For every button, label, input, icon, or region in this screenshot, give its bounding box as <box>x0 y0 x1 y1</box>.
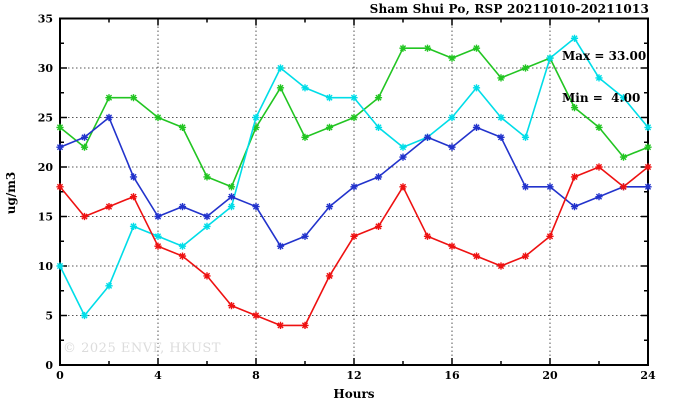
y-tick-label: 20 <box>38 161 54 174</box>
series-red-markers <box>56 163 652 329</box>
x-tick-label: 4 <box>154 369 162 382</box>
min-value-label: Min = 4.00 <box>562 91 641 105</box>
series-blue-markers <box>56 113 652 250</box>
x-tick-label: 0 <box>56 369 64 382</box>
y-tick-label: 10 <box>38 260 54 273</box>
x-tick-label: 16 <box>444 369 460 382</box>
max-value-label: Max = 33.00 <box>562 49 647 63</box>
y-tick-label: 5 <box>45 310 53 323</box>
x-tick-label: 24 <box>640 369 656 382</box>
series-cyan-markers <box>56 34 652 320</box>
y-tick-label: 30 <box>38 62 54 75</box>
series-green-markers <box>56 44 652 191</box>
max-min-annotation: Max = 33.00 Min = 4.00 <box>562 21 646 133</box>
y-tick-label: 25 <box>38 112 53 125</box>
chart-title: Sham Shui Po, RSP 20211010-20211013 <box>369 2 649 16</box>
x-tick-label: 20 <box>542 369 558 382</box>
watermark: © 2025 ENVF, HKUST <box>63 341 221 356</box>
x-axis-label: Hours <box>333 387 375 401</box>
y-tick-label: 35 <box>38 13 53 26</box>
y-tick-label: 0 <box>45 359 53 372</box>
y-tick-label: 15 <box>38 211 53 224</box>
y-axis-label: ug/m3 <box>4 171 18 215</box>
x-tick-label: 12 <box>346 369 361 382</box>
x-tick-label: 8 <box>252 369 260 382</box>
